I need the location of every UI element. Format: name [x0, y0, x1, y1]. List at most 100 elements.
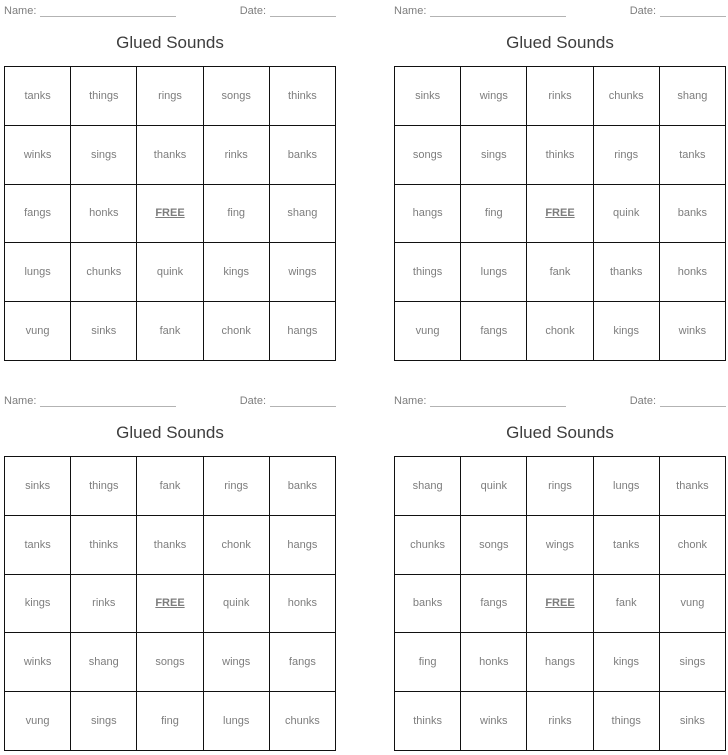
word-cell: honks: [659, 243, 726, 303]
card-header: Name: Date:: [394, 393, 726, 407]
word-cell: chunks: [71, 243, 138, 303]
bingo-grid: sinks things fank rings banks tanks thinks than…: [4, 456, 336, 751]
word-cell: rings: [203, 457, 270, 516]
word-cell: rinks: [203, 125, 270, 185]
word-cell: rinks: [71, 574, 138, 634]
word-cell: thanks: [659, 457, 726, 516]
word-cell: shang: [269, 184, 336, 244]
word-cell: shang: [71, 633, 138, 693]
word-cell: banks: [269, 125, 336, 185]
word-cell: sings: [71, 125, 138, 185]
word-cell: winks: [659, 302, 726, 361]
name-blank-line: [40, 6, 177, 17]
word-cell: rings: [527, 457, 594, 516]
name-blank-line: [40, 396, 177, 407]
bingo-grid: tanks things rings songs thinks winks sings tha…: [4, 66, 336, 361]
date-field: Date:: [630, 5, 726, 17]
word-cell: banks: [395, 574, 462, 634]
name-label: Name:: [394, 395, 427, 407]
word-cell: chunks: [269, 692, 336, 751]
word-cell: quink: [593, 184, 660, 244]
name-label: Name:: [4, 5, 37, 17]
word-cell: thanks: [593, 243, 660, 303]
word-cell: thinks: [269, 67, 336, 126]
word-cell: lungs: [5, 243, 72, 303]
word-cell: tanks: [5, 67, 72, 126]
date-label: Date:: [239, 395, 266, 407]
word-cell: fing: [461, 184, 528, 244]
word-cell: sinks: [71, 302, 138, 361]
word-cell: sings: [659, 633, 726, 693]
word-cell: honks: [269, 574, 336, 634]
word-cell: vung: [5, 302, 72, 361]
word-cell: shang: [395, 457, 462, 516]
word-cell: sings: [461, 125, 528, 185]
card-header: Name: Date:: [4, 393, 336, 407]
date-blank-line: [660, 396, 726, 407]
word-cell: fank: [593, 574, 660, 634]
word-cell: banks: [659, 184, 726, 244]
word-cell: rings: [593, 125, 660, 185]
word-cell: winks: [5, 125, 72, 185]
card-title: Glued Sounds: [506, 33, 614, 52]
name-field: Name:: [394, 5, 567, 17]
word-cell: kings: [593, 302, 660, 361]
word-cell: songs: [137, 633, 204, 693]
word-cell: fangs: [269, 633, 336, 693]
word-cell: fank: [137, 302, 204, 361]
word-cell: lungs: [461, 243, 528, 303]
word-cell: things: [593, 692, 660, 751]
word-cell: tanks: [593, 515, 660, 575]
word-cell: wings: [269, 243, 336, 303]
date-field: Date:: [630, 395, 726, 407]
word-cell: quink: [203, 574, 270, 634]
word-cell: rings: [137, 67, 204, 126]
free-cell: FREE: [527, 574, 594, 634]
word-cell: fangs: [461, 302, 528, 361]
free-cell: FREE: [137, 184, 204, 244]
card-title: Glued Sounds: [506, 423, 614, 442]
word-cell: things: [71, 457, 138, 516]
card-header: Name: Date:: [4, 3, 336, 17]
word-cell: kings: [5, 574, 72, 634]
word-cell: chunks: [593, 67, 660, 126]
word-cell: chonk: [527, 302, 594, 361]
word-cell: quink: [137, 243, 204, 303]
word-cell: tanks: [659, 125, 726, 185]
word-cell: fangs: [5, 184, 72, 244]
word-cell: rinks: [527, 692, 594, 751]
bingo-card: Name: Date: Glued Sounds sinks wings rinks…: [394, 0, 726, 361]
name-label: Name:: [4, 395, 37, 407]
name-blank-line: [430, 396, 567, 407]
free-cell: FREE: [137, 574, 204, 634]
word-cell: kings: [203, 243, 270, 303]
card-title: Glued Sounds: [116, 33, 224, 52]
word-cell: banks: [269, 457, 336, 516]
word-cell: songs: [395, 125, 462, 185]
word-cell: shang: [659, 67, 726, 126]
word-cell: quink: [461, 457, 528, 516]
bingo-card: Name: Date: Glued Sounds shang quink rings…: [394, 390, 726, 751]
word-cell: songs: [461, 515, 528, 575]
name-field: Name:: [4, 395, 177, 407]
word-cell: winks: [461, 692, 528, 751]
word-cell: chonk: [203, 515, 270, 575]
free-cell: FREE: [527, 184, 594, 244]
word-cell: hangs: [527, 633, 594, 693]
word-cell: sinks: [395, 67, 462, 126]
word-cell: hangs: [395, 184, 462, 244]
word-cell: thinks: [527, 125, 594, 185]
word-cell: thanks: [137, 125, 204, 185]
word-cell: tanks: [5, 515, 72, 575]
word-cell: vung: [5, 692, 72, 751]
word-cell: fangs: [461, 574, 528, 634]
word-cell: fing: [395, 633, 462, 693]
word-cell: honks: [71, 184, 138, 244]
word-cell: fing: [203, 184, 270, 244]
bingo-grid: shang quink rings lungs thanks chunks songs win…: [394, 456, 726, 751]
word-cell: wings: [461, 67, 528, 126]
word-cell: fank: [527, 243, 594, 303]
date-blank-line: [270, 396, 336, 407]
word-cell: vung: [659, 574, 726, 634]
